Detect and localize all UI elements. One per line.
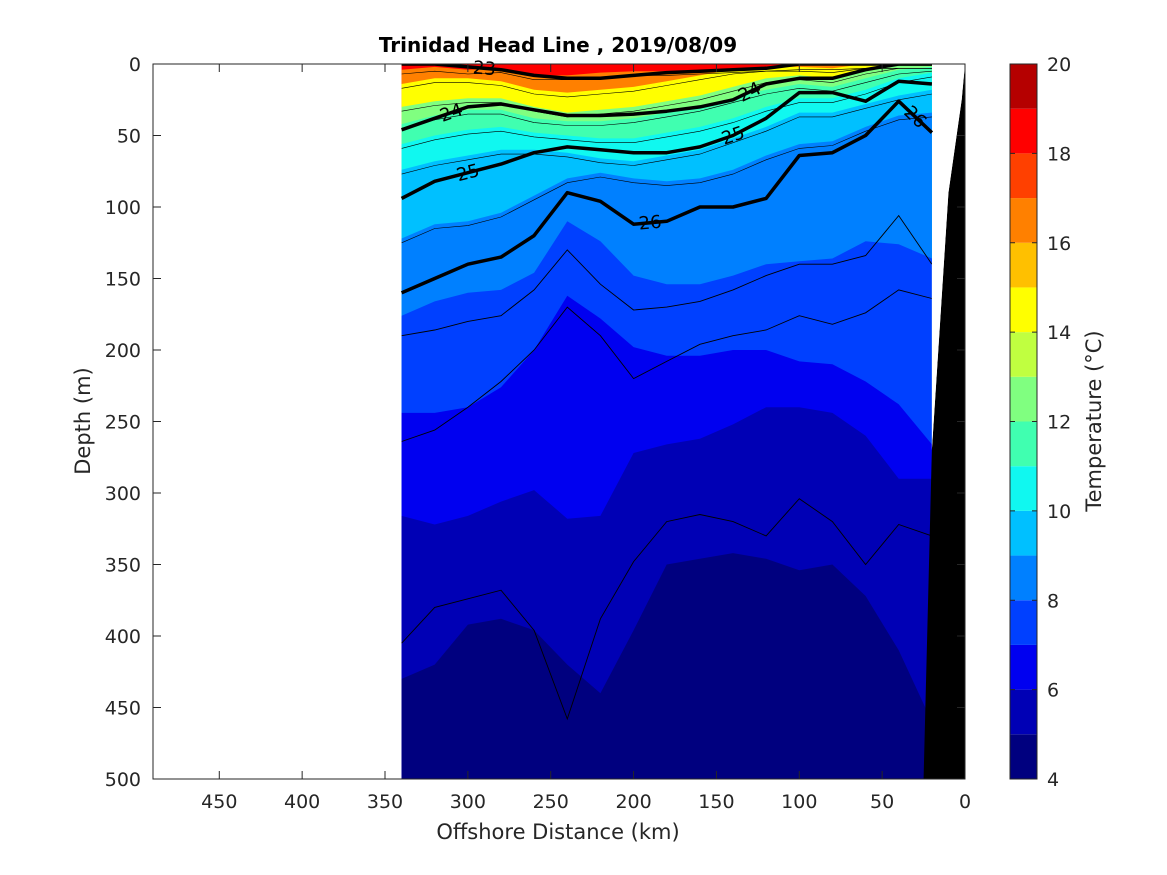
thermocline-contour-line-1 [401,68,932,80]
temperature-fill-layer [401,64,932,779]
x-tick-label-400: 400 [284,791,320,813]
colorbar-tick-label-6: 6 [1047,680,1059,702]
x-tick-label-450: 450 [201,791,237,813]
colorbar-band-8-9 [1010,555,1037,601]
y-tick-label-250: 250 [105,412,141,434]
colorbar-band-7-8 [1010,600,1037,645]
thermocline-contour-line-2 [401,68,932,98]
seafloor-shape [923,64,965,779]
x-tick-label-350: 350 [367,791,403,813]
colorbar-band-5-6 [1010,689,1037,735]
colorbar-label: Temperature (°C) [1082,330,1106,512]
colorbar-band-14-15 [1010,287,1037,333]
colorbar-tick-label-12: 12 [1047,412,1071,434]
y-tick-label-50: 50 [117,126,141,148]
contour-label-group-26: 26 [638,212,663,235]
sigma-contour-25 [400,79,933,200]
thermocline-contour-line-6 [401,93,932,175]
y-tick-label-400: 400 [105,626,141,648]
colorbar-band-12-13 [1010,376,1037,422]
seafloor-gap [931,64,965,451]
colorbar-tick-label-20: 20 [1047,54,1071,76]
contour-label-23: 23 [472,57,497,80]
x-tick-label-250: 250 [533,791,569,813]
colorbar-tick-label-18: 18 [1047,143,1071,165]
y-tick-label-300: 300 [105,483,141,505]
colorbar-band-13-14 [1010,332,1037,377]
colorbar: 4 6 8 10 12 14 16 18 20 [1009,54,1071,791]
colorbar-tick-label-16: 16 [1047,233,1071,255]
sigma-contour-24 [401,64,932,132]
y-tick-label-350: 350 [105,555,141,577]
y-tick-label-0: 0 [129,54,141,76]
colorbar-tick-label-4: 4 [1047,769,1059,791]
colorbar-tick-label-8: 8 [1047,590,1059,612]
thermocline-contour-line-4 [401,70,932,129]
thermocline-contour-line-7 [401,116,932,244]
colorbar-band-6-7 [1010,644,1037,690]
temp-band-below-5 [401,553,932,779]
colorbar-tick-label-14: 14 [1047,322,1071,344]
y-tick-label-500: 500 [105,769,141,791]
seafloor-layer [923,64,965,779]
colorbar-band-18-19 [1010,108,1037,154]
thermocline-contour-line-3 [401,68,932,118]
colorbar-band-9-10 [1010,510,1037,556]
thin-contour-line-1 [401,214,933,337]
x-axis: 450 400 350 300 250 200 150 100 50 0 [201,64,971,813]
y-tick-label-450: 450 [105,698,141,720]
y-tick-label-100: 100 [105,197,141,219]
x-axis-label: Offshore Distance (km) [436,820,679,844]
colorbar-band-16-17 [1010,198,1037,243]
y-axis-label: Depth (m) [71,367,95,474]
colorbar-band-19-20 [1010,64,1037,109]
x-tick-label-100: 100 [781,791,817,813]
thin-contour-line-3 [401,498,933,721]
x-tick-label-50: 50 [870,791,894,813]
x-tick-label-200: 200 [615,791,651,813]
thermocline-contour-line-5 [401,76,932,149]
colorbar-band-11-12 [1010,421,1037,467]
y-tick-label-150: 150 [105,269,141,291]
contour-lines-layer [400,64,934,721]
x-tick-label-0: 0 [959,791,971,813]
thin-contour-line-2 [401,289,933,442]
y-axis: 0 50 100 150 200 250 300 350 400 450 500 [105,54,965,791]
colorbar-band-15-16 [1010,242,1037,288]
colorbar-band-17-18 [1010,153,1037,199]
sigma-contour-23 [401,64,932,81]
x-tick-label-150: 150 [698,791,734,813]
sigma-contour-26 [400,99,934,295]
x-tick-label-300: 300 [450,791,486,813]
y-tick-label-200: 200 [105,340,141,362]
colorbar-band-10-11 [1010,466,1037,511]
contour-label-26: 26 [638,212,663,235]
contour-label-group-23: 23 [472,57,497,80]
chart-title: Trinidad Head Line , 2019/08/09 [379,33,737,57]
colorbar-tick-label-10: 10 [1047,501,1071,523]
colorbar-band-4-5 [1010,734,1037,779]
